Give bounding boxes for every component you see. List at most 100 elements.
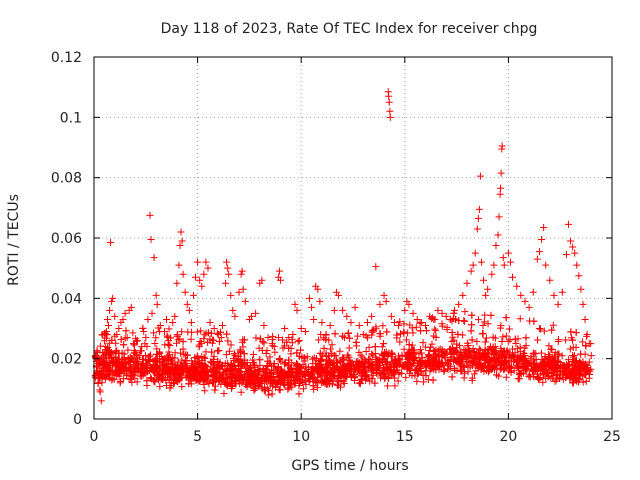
roti-point	[534, 336, 542, 344]
roti-point	[229, 362, 237, 370]
roti-point	[193, 367, 201, 375]
roti-point	[387, 368, 395, 376]
roti-point	[120, 341, 128, 349]
roti-point	[188, 360, 196, 368]
roti-point	[435, 351, 443, 359]
roti-point	[107, 239, 115, 247]
roti-point	[330, 351, 338, 359]
roti-point	[391, 382, 399, 390]
roti-point	[280, 381, 288, 389]
roti-point	[339, 306, 347, 314]
roti-point	[109, 294, 117, 302]
roti-point	[270, 366, 278, 374]
roti-point	[373, 369, 381, 377]
roti-point	[148, 309, 156, 317]
roti-point	[459, 291, 467, 299]
roti-point	[385, 92, 393, 100]
roti-point	[546, 276, 554, 284]
roti-point	[256, 335, 264, 343]
roti-point	[153, 300, 161, 308]
roti-point	[474, 214, 482, 222]
roti-point	[547, 345, 555, 353]
roti-point	[485, 355, 493, 363]
roti-point	[96, 388, 104, 396]
roti-point	[473, 225, 481, 233]
roti-point	[296, 363, 304, 371]
roti-point	[393, 366, 401, 374]
roti-point	[123, 334, 131, 342]
roti-point	[200, 381, 208, 389]
roti-point	[237, 361, 245, 369]
roti-point	[535, 375, 543, 383]
roti-point	[550, 365, 558, 373]
roti-point	[382, 297, 390, 305]
roti-point	[244, 380, 252, 388]
roti-point	[239, 343, 247, 351]
roti-point	[585, 370, 593, 378]
roti-point	[192, 273, 200, 281]
roti-point	[498, 360, 506, 368]
roti-point	[232, 371, 240, 379]
roti-point	[281, 359, 289, 367]
roti-point	[325, 336, 333, 344]
roti-point	[468, 336, 476, 344]
roti-point	[146, 211, 154, 219]
roti-point	[129, 329, 137, 337]
roti-point	[103, 315, 111, 323]
roti-point	[153, 357, 161, 365]
roti-point	[152, 291, 160, 299]
roti-point	[293, 362, 301, 370]
roti-point	[409, 355, 417, 363]
roti-point	[150, 377, 158, 385]
roti-point	[115, 325, 123, 332]
roti-point	[352, 338, 360, 346]
roti-point	[545, 351, 553, 359]
roti-point	[335, 372, 343, 380]
roti-point	[474, 353, 482, 361]
roti-point	[461, 369, 469, 377]
roti-point	[260, 339, 268, 347]
roti-point	[473, 338, 481, 346]
roti-point	[505, 325, 513, 333]
roti-point	[258, 276, 266, 284]
roti-point	[549, 321, 557, 329]
roti-point	[224, 337, 232, 345]
roti-point	[273, 370, 281, 378]
roti-point	[347, 318, 355, 326]
roti-point	[455, 359, 463, 367]
roti-point	[98, 331, 106, 339]
roti-point	[198, 353, 206, 361]
roti-point	[448, 317, 456, 325]
roti-point	[271, 348, 279, 356]
roti-point	[411, 366, 419, 374]
roti-point	[295, 379, 303, 387]
roti-point	[376, 300, 384, 308]
roti-point	[194, 258, 202, 266]
roti-point	[211, 377, 219, 385]
roti-point	[383, 328, 391, 336]
roti-point	[476, 346, 484, 354]
roti-point	[239, 360, 247, 368]
roti-point	[165, 325, 173, 333]
roti-point	[184, 351, 192, 359]
roti-point	[470, 348, 478, 356]
roti-point	[249, 351, 257, 359]
roti-point	[497, 184, 505, 192]
roti-point	[355, 321, 363, 329]
roti-point	[365, 355, 373, 363]
roti-point	[505, 363, 513, 371]
roti-point	[487, 311, 495, 319]
roti-point	[471, 249, 479, 257]
roti-point	[494, 231, 502, 239]
roti-point	[266, 369, 274, 377]
roti-point	[110, 375, 118, 383]
roti-point	[166, 341, 174, 349]
roti-point	[204, 264, 212, 272]
roti-point	[268, 390, 276, 398]
roti-point	[310, 315, 318, 323]
roti-point	[365, 343, 373, 351]
roti-point	[181, 360, 189, 368]
roti-point	[241, 297, 249, 305]
roti-point	[442, 312, 450, 320]
roti-point	[509, 345, 517, 353]
